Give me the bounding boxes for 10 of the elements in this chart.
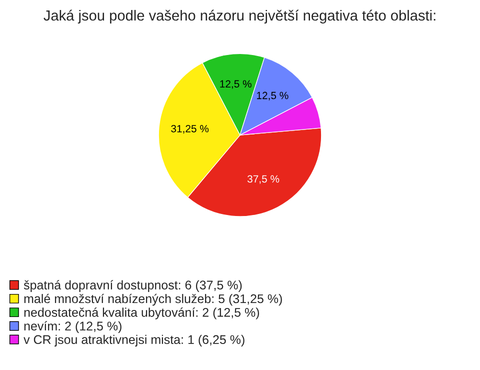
chart-title: Jaká jsou podle vašeho názoru největší negativa této oblasti:: [44, 10, 436, 24]
data-label: 12,5 %: [257, 92, 288, 100]
legend-label: v CR jsou atraktivnejsi mista: 1 (6,25 %): [24, 334, 244, 346]
legend-label: špatná dopravní dostupnost: 6 (37,5 %): [24, 280, 242, 292]
legend-label: nevím: 2 (12,5 %): [24, 321, 122, 333]
data-label: 12,5 %: [220, 80, 252, 89]
legend-label: malé množství nabízených služeb: 5 (31,25 %): [24, 294, 282, 306]
data-label: 37,5 %: [247, 175, 280, 184]
legend-label: nedostatečná kvalita ubytování: 2 (12,5 %): [24, 308, 260, 320]
data-label: 31,25 %: [171, 124, 209, 134]
